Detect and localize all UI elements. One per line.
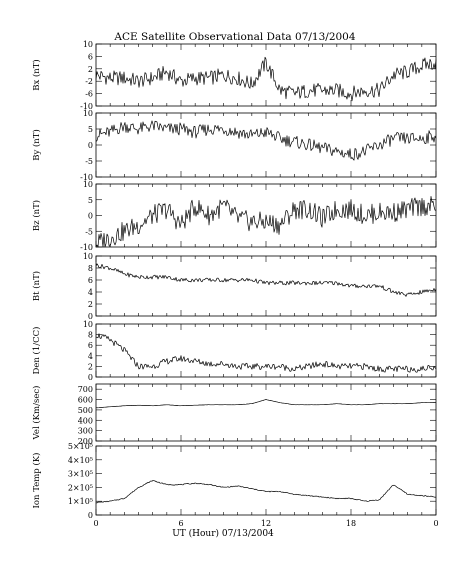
panel-7: 5×10⁵ 4×10⁵ 3×10⁵ 2×10⁵ 1×10⁵ 0 Ion Temp (K) [31,442,437,520]
y-axis-label: Ion Temp (K) [31,453,42,509]
y-tick-label: 8 [88,264,93,273]
y-tick-label: 2 [88,300,93,309]
panel-5: 10 86 42 0 Den (1/CC) [31,320,437,382]
y-tick-label: 2 [88,65,93,74]
y-axis-label: By (nT) [31,129,42,161]
y-tick-label: 0 [88,373,93,382]
y-tick-label: 0 [88,212,93,221]
x-tick-label: 18 [346,519,356,528]
panel-frame [95,383,437,442]
y-tick-label: 200 [78,437,93,446]
y-tick-label: -10 [80,173,93,182]
y-tick-label: 4 [88,352,93,361]
panel-3: 10 5 0 -5 -10 Bz (nT) [31,180,437,252]
y-tick-label: -10 [80,102,93,111]
y-axis-label: Bx (nT) [31,59,42,91]
y-tick-label: 4×10⁵ [68,456,93,465]
x-tick-label: 0 [93,519,98,528]
x-axis-title: UT (Hour) 07/13/2004 [172,528,274,539]
y-tick-label: 0 [88,312,93,321]
y-tick-label: 500 [78,406,93,415]
y-tick-label: 8 [88,331,93,340]
series-line [96,480,437,504]
series-line [95,120,437,161]
panel-frame [95,112,437,178]
y-tick-label: 600 [78,396,93,405]
y-tick-label: 0 [88,511,93,520]
x-tick-label: 12 [261,519,271,528]
x-tick-label: 0 [433,519,438,528]
y-axis-label: Bt (nT) [31,271,42,301]
panels: 10 6 2 -2 -6 -10 Bx (nT) 10 5 0 -5 -10 By (nT) 10 5 0 -5… [31,40,439,528]
panel-frame [95,255,437,317]
panel-frame [95,323,437,378]
panel-frame [95,43,437,107]
y-tick-label: -5 [85,227,93,236]
series-line [95,56,437,102]
y-tick-label: 3×10⁵ [68,470,93,479]
y-tick-label: 10 [83,252,93,261]
figure-title: ACE Satellite Observational Data 07/13/2… [113,31,355,43]
y-tick-label: 6 [88,276,93,285]
series-line [95,196,437,248]
y-tick-label: -10 [80,243,93,252]
y-tick-label: 6 [88,52,93,61]
y-tick-label: 700 [78,385,93,394]
y-tick-label: 10 [83,180,93,189]
y-tick-label: 5×10⁵ [68,442,93,451]
y-tick-label: 0 [88,141,93,150]
y-tick-label: -5 [85,157,93,166]
y-tick-label: 2×10⁵ [68,483,93,492]
series-line [95,399,437,409]
y-tick-label: 400 [78,416,93,425]
y-tick-label: 10 [83,40,93,49]
y-tick-label: 10 [83,320,93,329]
x-tick-label: 6 [178,519,183,528]
panel-frame [95,445,437,516]
series-line [95,263,437,297]
y-axis-label: Den (1/CC) [31,327,42,375]
panel-1: 10 6 2 -2 -6 -10 Bx (nT) [31,40,437,111]
panel-2: 10 5 0 -5 -10 By (nT) [31,109,437,182]
series-line [95,333,437,373]
y-tick-label: 10 [83,109,93,118]
y-tick-label: -6 [85,90,93,99]
panel-4: 10 8 6 4 2 0 Bt (nT) [31,252,437,321]
y-tick-label: 300 [78,427,93,436]
y-tick-label: 5 [88,196,93,205]
y-tick-label: 6 [88,341,93,350]
y-axis-label: Bz (nT) [31,200,42,231]
y-tick-label: 5 [88,125,93,134]
y-tick-label: 1×10⁵ [68,497,93,506]
y-tick-label: 4 [88,288,93,297]
y-tick-label: -2 [85,77,93,86]
y-tick-label: 2 [88,362,93,371]
y-axis-label: Vel (Km/sec) [31,386,42,441]
